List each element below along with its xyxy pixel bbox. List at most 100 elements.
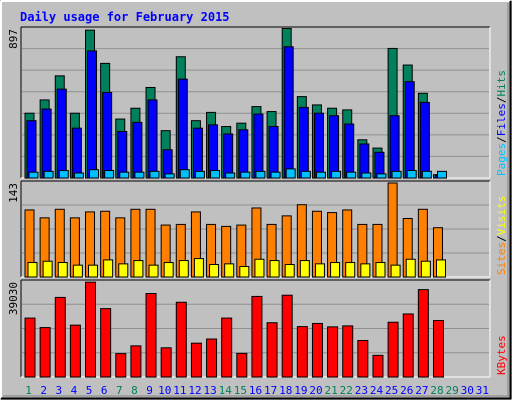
bar-files-day-18 xyxy=(283,46,294,179)
x-tick-label-day-4: 4 xyxy=(71,384,78,397)
bar-files-day-6 xyxy=(102,91,113,179)
bar-visits-day-22 xyxy=(345,262,356,278)
legend-item: Files xyxy=(495,103,508,136)
chart-title: Daily usage for February 2015 xyxy=(20,10,230,24)
legend-item: / xyxy=(495,136,508,143)
legend-text: Sites/Visits xyxy=(495,196,508,276)
x-tick-label-day-13: 13 xyxy=(203,384,216,397)
bar-kbytes-day-17 xyxy=(266,322,278,378)
legend-item: / xyxy=(495,97,508,104)
x-tick-label-day-28: 28 xyxy=(430,384,443,397)
panels: 897Pages/Files/Hits143Sites/Visits39030K… xyxy=(7,26,508,378)
bar-visits-day-19 xyxy=(299,260,310,278)
bar-kbytes-day-10 xyxy=(160,347,172,378)
x-axis-labels: 1 2 3 4 5 6 7 8 9 10 11 12 13 14 15 16 17 18 19 20 21 22 23 24 2… xyxy=(25,384,489,397)
bar-files-day-26 xyxy=(404,81,415,179)
bar-visits-day-2 xyxy=(42,260,53,278)
legend-text: Pages/Files/Hits xyxy=(495,70,508,176)
x-tick-label-day-12: 12 xyxy=(188,384,201,397)
x-tick-label-day-11: 11 xyxy=(173,384,186,397)
x-tick-label-day-5: 5 xyxy=(86,384,93,397)
bar-visits-day-27 xyxy=(420,260,431,278)
legend-item: Hits xyxy=(495,70,508,97)
bar-files-day-3 xyxy=(56,88,67,179)
bar-pages-day-25 xyxy=(391,170,402,179)
bar-files-day-7 xyxy=(117,130,128,179)
bar-kbytes-day-25 xyxy=(387,321,399,378)
bar-kbytes-day-16 xyxy=(251,295,263,378)
bar-kbytes-day-14 xyxy=(221,317,233,378)
x-tick-label-day-6: 6 xyxy=(101,384,108,397)
bar-files-day-11 xyxy=(177,78,188,179)
y-max-label: 39030 xyxy=(7,282,20,315)
panel-bottom: 39030 KBytes xyxy=(7,279,508,378)
bar-visits-day-5 xyxy=(88,264,99,278)
bar-pages-day-27 xyxy=(421,170,432,179)
bar-pages-day-8 xyxy=(134,171,145,179)
x-tick-label-day-23: 23 xyxy=(355,384,368,397)
legend-item: Visits xyxy=(495,196,508,236)
bar-pages-day-10 xyxy=(164,173,175,179)
bar-kbytes-day-13 xyxy=(206,338,218,378)
bar-visits-day-25 xyxy=(390,264,401,278)
x-tick-label-day-21: 21 xyxy=(325,384,338,397)
bar-sites-day-25 xyxy=(387,182,398,278)
legend-item: Pages xyxy=(495,143,508,176)
bar-pages-day-17 xyxy=(270,171,281,179)
bar-kbytes-day-9 xyxy=(145,293,157,378)
bar-visits-day-14 xyxy=(224,263,235,278)
bar-visits-day-16 xyxy=(254,258,265,278)
bar-pages-day-2 xyxy=(43,170,54,179)
bar-pages-day-21 xyxy=(331,170,342,179)
bar-pages-day-20 xyxy=(315,171,326,179)
bar-visits-day-4 xyxy=(72,264,83,278)
x-tick-label-day-14: 14 xyxy=(219,384,233,397)
bar-kbytes-day-23 xyxy=(357,339,369,378)
bar-files-day-16 xyxy=(253,113,264,179)
bar-kbytes-day-11 xyxy=(175,301,187,378)
bar-pages-day-14 xyxy=(225,172,236,179)
x-tick-label-day-26: 26 xyxy=(400,384,413,397)
bar-visits-day-9 xyxy=(148,264,159,278)
x-tick-label-day-8: 8 xyxy=(131,384,138,397)
legend-item: / xyxy=(495,235,508,242)
bar-kbytes-day-2 xyxy=(39,327,51,378)
bar-files-day-25 xyxy=(389,115,400,179)
bar-pages-day-22 xyxy=(346,171,357,179)
bar-pages-day-16 xyxy=(255,170,266,179)
x-tick-label-day-25: 25 xyxy=(385,384,398,397)
bar-kbytes-day-3 xyxy=(54,296,66,378)
bar-files-day-8 xyxy=(132,121,143,179)
y-max-label: 897 xyxy=(7,29,20,49)
x-tick-label-day-20: 20 xyxy=(309,384,322,397)
bar-visits-day-3 xyxy=(57,262,68,278)
bar-pages-day-24 xyxy=(376,173,387,179)
bar-files-day-27 xyxy=(419,101,430,179)
x-tick-label-day-7: 7 xyxy=(116,384,123,397)
bar-kbytes-day-1 xyxy=(24,317,36,378)
bar-pages-day-26 xyxy=(406,170,417,179)
bar-kbytes-day-26 xyxy=(402,313,414,378)
bar-files-day-1 xyxy=(26,120,37,179)
bar-pages-day-4 xyxy=(73,172,84,179)
legend-item: Sites xyxy=(495,242,508,275)
bar-pages-day-5 xyxy=(89,169,100,179)
x-tick-label-day-1: 1 xyxy=(25,384,32,397)
bar-pages-day-12 xyxy=(194,170,205,179)
bar-kbytes-day-27 xyxy=(417,289,429,378)
bar-files-day-5 xyxy=(87,50,98,179)
bar-visits-day-1 xyxy=(27,262,38,278)
bar-kbytes-day-7 xyxy=(115,353,127,378)
bar-visits-day-11 xyxy=(178,260,189,278)
bar-kbytes-day-28 xyxy=(432,320,444,378)
x-tick-label-day-3: 3 xyxy=(56,384,63,397)
bar-visits-day-24 xyxy=(375,262,386,278)
bar-kbytes-day-8 xyxy=(130,345,142,378)
x-tick-label-day-31: 31 xyxy=(476,384,489,397)
bar-pages-day-7 xyxy=(119,171,130,179)
x-tick-label-day-24: 24 xyxy=(370,384,384,397)
y-max-label: 143 xyxy=(7,183,20,203)
bar-pages-day-18 xyxy=(285,168,296,179)
bar-pages-day-15 xyxy=(240,171,251,179)
